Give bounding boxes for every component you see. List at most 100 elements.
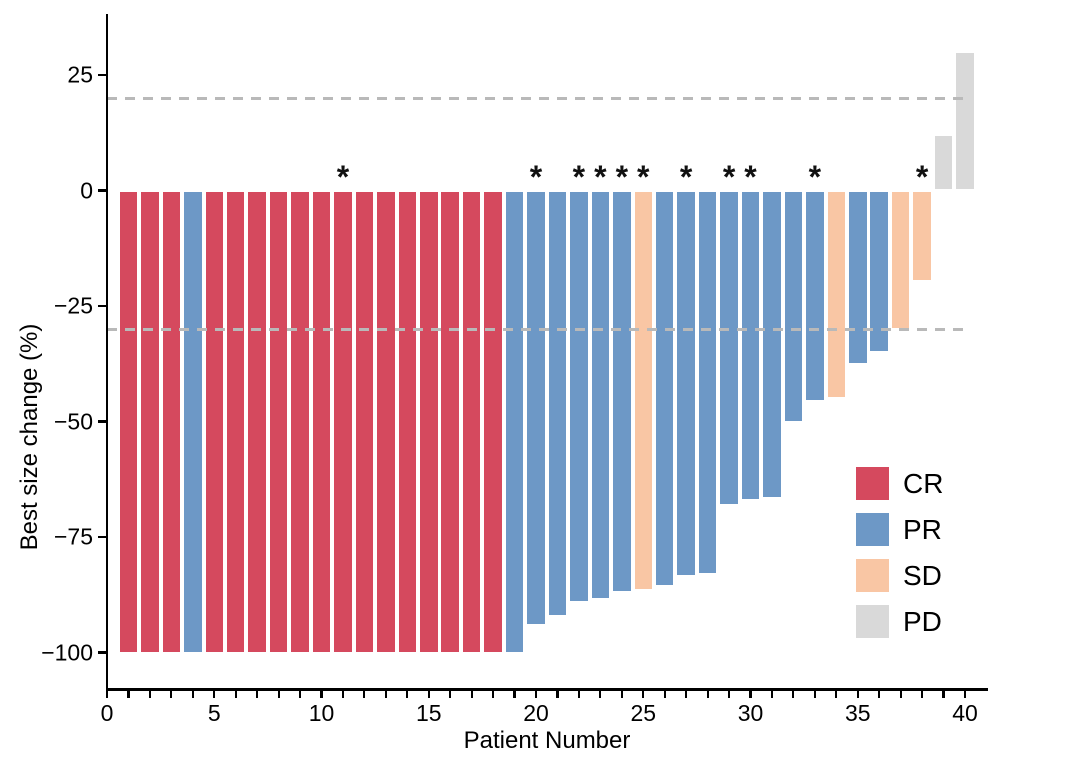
x-tick [556,690,559,698]
bar-patient-40 [955,51,975,191]
x-tick [341,690,345,698]
bar-patient-23 [590,190,611,600]
bar-patient-26 [654,190,675,586]
x-tick [620,690,623,698]
x-tick [148,690,151,698]
x-axis-line [105,688,988,691]
annotation-asterisk-patient-29: * [722,159,736,195]
x-tick-label-20: 20 [523,700,549,726]
y-tick [97,304,106,308]
bar-patient-20 [526,190,546,625]
x-tick [685,690,688,698]
bar-patient-8 [268,190,289,653]
legend-label-pd: PD [903,606,942,637]
annotation-asterisk-patient-25: * [637,159,650,195]
x-tick [942,690,945,698]
bar-patient-19 [504,190,525,653]
bar-patient-27 [676,190,696,577]
y-axis-line [105,14,108,691]
bar-patient-24 [612,190,632,593]
bar-patient-34 [826,190,847,399]
y-tick [97,651,106,654]
bar-patient-36 [869,190,889,353]
bar-patient-17 [461,190,482,653]
bar-patient-37 [890,190,911,330]
bar-patient-39 [933,135,954,191]
x-tick [899,690,902,698]
x-tick [813,690,816,698]
bar-patient-33 [805,190,825,401]
x-tick [642,690,645,698]
x-tick-label-10: 10 [308,700,335,726]
x-tick [213,690,216,698]
x-tick [878,690,881,698]
bar-patient-4 [183,190,203,653]
bar-patient-10 [311,190,332,653]
bar-patient-12 [354,190,375,653]
bar-patient-1 [118,190,139,653]
bar-patient-5 [204,190,224,653]
x-tick [406,690,409,698]
x-tick [298,690,302,698]
x-tick [320,690,323,698]
annotation-asterisk-patient-38: * [915,159,929,195]
bar-patient-6 [225,190,246,653]
legend-row-cr: CR [856,467,943,500]
x-tick [963,690,967,698]
x-tick [384,690,387,698]
x-tick [663,690,666,698]
x-tick [599,690,602,698]
x-tick [105,690,109,698]
bar-patient-15 [419,190,439,653]
y-tick [97,189,106,192]
bar-patient-2 [140,190,160,653]
x-tick [234,690,237,698]
x-tick [256,690,259,698]
x-tick [513,690,516,698]
bar-patient-18 [483,190,503,653]
annotation-asterisk-patient-24: * [615,159,629,195]
bar-patient-28 [697,190,718,574]
y-tick-label--50: −50 [53,408,93,434]
x-tick [363,690,366,698]
x-tick-label-40: 40 [952,700,978,726]
bar-patient-38 [912,190,932,281]
x-tick [749,690,752,698]
x-tick-label-5: 5 [207,700,221,726]
y-tick [97,535,106,539]
x-tick [577,690,580,698]
x-tick [792,690,795,698]
x-tick [449,690,452,698]
x-tick [706,690,709,698]
bar-patient-9 [290,190,310,653]
y-tick-label--25: −25 [53,292,93,319]
y-tick-label--100: −100 [41,639,93,665]
annotation-asterisk-patient-20: * [529,159,543,195]
x-tick [534,690,538,698]
legend-label-sd: SD [903,560,942,591]
legend: CR PR SD PD [856,467,943,651]
legend-swatch-cr [856,467,889,500]
annotation-asterisk-patient-27: * [679,159,693,195]
y-tick [97,420,106,423]
x-axis-title: Patient Number [463,727,631,754]
x-tick [492,690,495,698]
legend-swatch-pr [856,513,889,546]
annotation-asterisk-patient-30: * [744,159,757,195]
legend-label-pr: PR [903,514,942,545]
y-tick [97,73,106,77]
x-tick [277,690,280,698]
bar-patient-11 [333,190,353,653]
x-tick [170,690,173,698]
bar-patient-7 [247,190,267,653]
annotation-asterisk-patient-33: * [808,159,822,195]
reference-line-minus30 [107,327,969,331]
y-tick-label-25: 25 [67,61,93,88]
bar-patient-16 [440,190,460,653]
x-tick [770,690,774,698]
bar-patient-3 [161,190,182,653]
annotation-asterisk-patient-22: * [572,159,586,195]
bar-patient-14 [397,190,418,653]
